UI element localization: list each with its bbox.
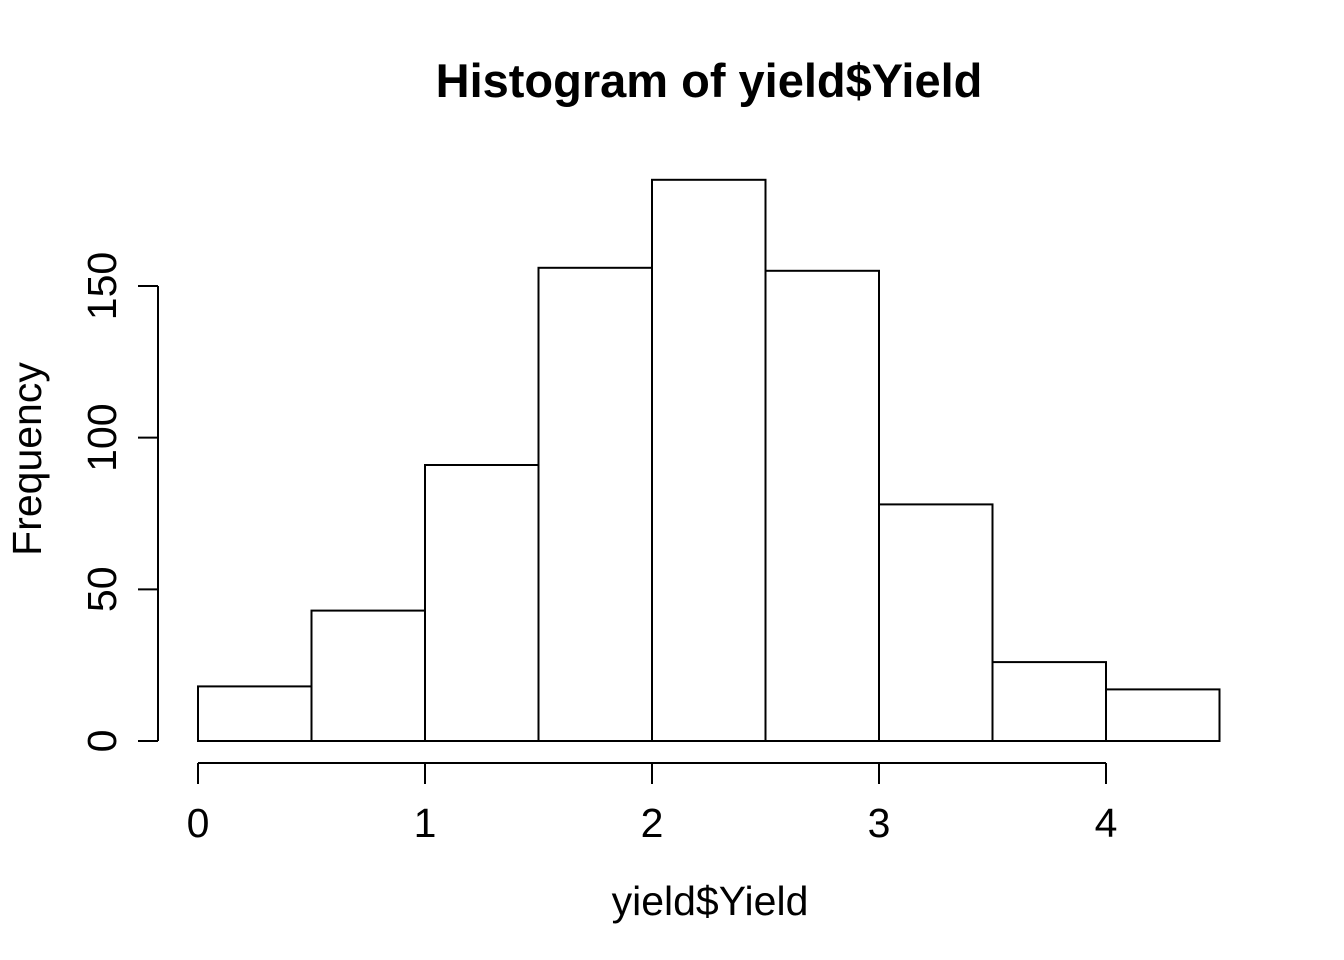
histogram-bar (764, 269, 880, 742)
x-tick-label: 1 (414, 800, 437, 846)
histogram-bar (197, 685, 313, 743)
y-tick-label: 100 (79, 403, 125, 471)
x-tick-label: 0 (187, 800, 210, 846)
histogram-bar (1105, 688, 1221, 743)
y-tick-label: 150 (79, 252, 125, 320)
y-axis-label: Frequency (4, 362, 50, 556)
chart-title: Histogram of yield$Yield (436, 54, 983, 107)
histogram-bar (537, 266, 653, 742)
x-tick-label: 3 (868, 800, 891, 846)
x-tick-label: 4 (1095, 800, 1118, 846)
x-tick-label: 2 (641, 800, 664, 846)
x-axis-label: yield$Yield (612, 878, 809, 924)
histogram-bar (424, 464, 540, 742)
y-tick-label: 50 (79, 566, 125, 612)
histogram-bar (991, 661, 1107, 742)
histogram-bar (651, 178, 767, 743)
histogram-bar (310, 609, 426, 742)
y-tick-label: 0 (79, 730, 125, 753)
histogram-bar (878, 503, 994, 742)
